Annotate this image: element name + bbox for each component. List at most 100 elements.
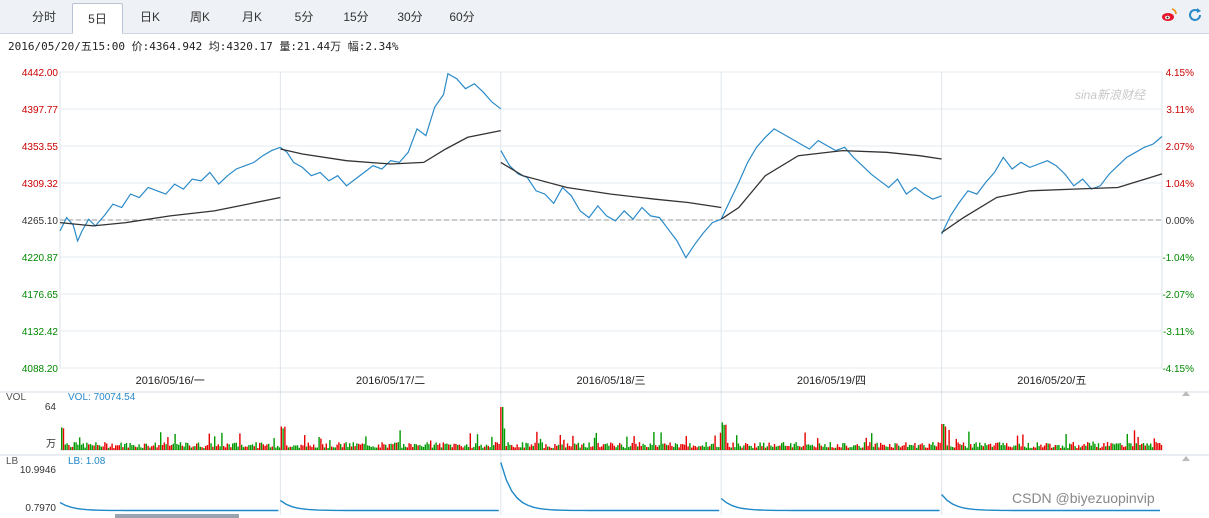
volume-bar bbox=[745, 443, 747, 450]
volume-bar bbox=[734, 447, 736, 450]
volume-bar bbox=[944, 426, 947, 450]
volume-bar bbox=[1061, 445, 1064, 450]
volume-bar bbox=[125, 443, 128, 450]
volume-bar bbox=[1070, 444, 1073, 450]
volume-bar bbox=[642, 443, 644, 450]
volume-bar bbox=[763, 442, 765, 450]
volume-bar bbox=[532, 445, 534, 450]
refresh-icon[interactable] bbox=[1187, 7, 1203, 23]
tab-daily-k[interactable]: 日K bbox=[139, 10, 160, 24]
tab-5day[interactable]: 5日 bbox=[72, 3, 123, 34]
volume-bar bbox=[516, 444, 518, 450]
volume-bar bbox=[314, 447, 317, 450]
volume-bar bbox=[268, 443, 270, 450]
volume-bar bbox=[183, 446, 185, 450]
volume-bar bbox=[509, 444, 511, 450]
volume-bar bbox=[1108, 445, 1110, 450]
volume-bar bbox=[988, 444, 990, 450]
volume-bar bbox=[158, 445, 160, 450]
volume-bar bbox=[1036, 442, 1038, 450]
volume-bar bbox=[122, 447, 124, 450]
volume-bar bbox=[255, 442, 257, 450]
volume-bar bbox=[894, 443, 896, 450]
volume-bar bbox=[1157, 443, 1159, 450]
volume-bar bbox=[98, 445, 101, 450]
volume-bar bbox=[469, 433, 471, 450]
volume-bar bbox=[71, 446, 74, 450]
volume-bar bbox=[685, 436, 687, 450]
tab-intraday[interactable]: 分时 bbox=[31, 10, 56, 24]
volume-bar bbox=[379, 447, 381, 450]
volume-bar bbox=[338, 442, 340, 450]
lb-line bbox=[59, 501, 279, 512]
tab-30min[interactable]: 30分 bbox=[397, 10, 423, 24]
volume-bar bbox=[743, 445, 745, 450]
volume-bar bbox=[935, 446, 938, 450]
volume-bar bbox=[1160, 444, 1163, 450]
volume-bar bbox=[397, 442, 399, 450]
volume-bar bbox=[305, 446, 308, 450]
volume-bar bbox=[97, 445, 99, 450]
volume-bar bbox=[523, 447, 525, 450]
volume-bar bbox=[1141, 443, 1143, 450]
volume-bar bbox=[880, 442, 882, 450]
volume-bar bbox=[410, 443, 412, 450]
volume-bar bbox=[946, 445, 948, 450]
volume-bar bbox=[667, 445, 669, 450]
volume-bar bbox=[628, 447, 630, 450]
volume-bar bbox=[764, 447, 767, 450]
volume-bar bbox=[876, 442, 878, 450]
volume-bar bbox=[451, 447, 453, 450]
tab-5min[interactable]: 5分 bbox=[294, 10, 314, 24]
volume-bar bbox=[682, 444, 684, 450]
volume-bar bbox=[1103, 443, 1105, 450]
volume-bar bbox=[572, 435, 574, 450]
volume-bar bbox=[458, 444, 461, 450]
volume-bar bbox=[293, 445, 295, 450]
percent-tick-label: -4.15% bbox=[1162, 364, 1194, 375]
volume-bar bbox=[901, 445, 903, 450]
volume-bar bbox=[385, 444, 387, 450]
volume-bar bbox=[277, 446, 279, 450]
volume-bar bbox=[948, 430, 950, 450]
volume-bar bbox=[221, 432, 223, 450]
volume-bar bbox=[791, 447, 794, 450]
volume-bar bbox=[86, 442, 88, 450]
volume-bar bbox=[959, 444, 961, 450]
volume-bar bbox=[494, 442, 497, 450]
percent-axis-right: 4.15% 3.11% 2.07% 1.04% 0.00% -1.04% -2.07% -3.… bbox=[1162, 68, 1194, 375]
volume-bar bbox=[1024, 446, 1026, 450]
volume-bar bbox=[116, 445, 119, 450]
tab-monthly-k[interactable]: 月K bbox=[241, 10, 262, 24]
volume-bar bbox=[887, 446, 889, 450]
volume-bar bbox=[66, 443, 68, 450]
volume-bar bbox=[799, 446, 801, 450]
tab-15min[interactable]: 15分 bbox=[343, 10, 369, 24]
volume-bar bbox=[174, 433, 176, 450]
volume-bar bbox=[316, 447, 318, 450]
volume-bar bbox=[484, 446, 486, 450]
volume-bar bbox=[815, 447, 817, 450]
volume-bar bbox=[194, 446, 196, 450]
volume-bar bbox=[606, 443, 608, 450]
weibo-icon[interactable] bbox=[1161, 7, 1177, 23]
tab-60min[interactable]: 60分 bbox=[449, 10, 475, 24]
volume-bar bbox=[818, 443, 821, 450]
volume-bar bbox=[1155, 442, 1157, 450]
volume-bar bbox=[566, 443, 569, 450]
volume-bar bbox=[984, 443, 986, 450]
tab-weekly-k[interactable]: 周K bbox=[189, 10, 210, 24]
volume-bar bbox=[599, 447, 601, 450]
volume-bar bbox=[136, 447, 138, 450]
lb-line bbox=[280, 499, 499, 512]
volume-bar bbox=[1049, 443, 1051, 450]
volume-bar bbox=[955, 438, 957, 450]
volume-bar bbox=[730, 447, 732, 450]
volume-bar bbox=[845, 445, 848, 450]
price-line bbox=[720, 128, 942, 220]
volume-bar bbox=[1110, 443, 1112, 450]
volume-bar bbox=[930, 444, 932, 450]
volume-bar bbox=[916, 447, 918, 450]
volume-bar bbox=[449, 444, 452, 450]
volume-bar bbox=[259, 442, 261, 450]
